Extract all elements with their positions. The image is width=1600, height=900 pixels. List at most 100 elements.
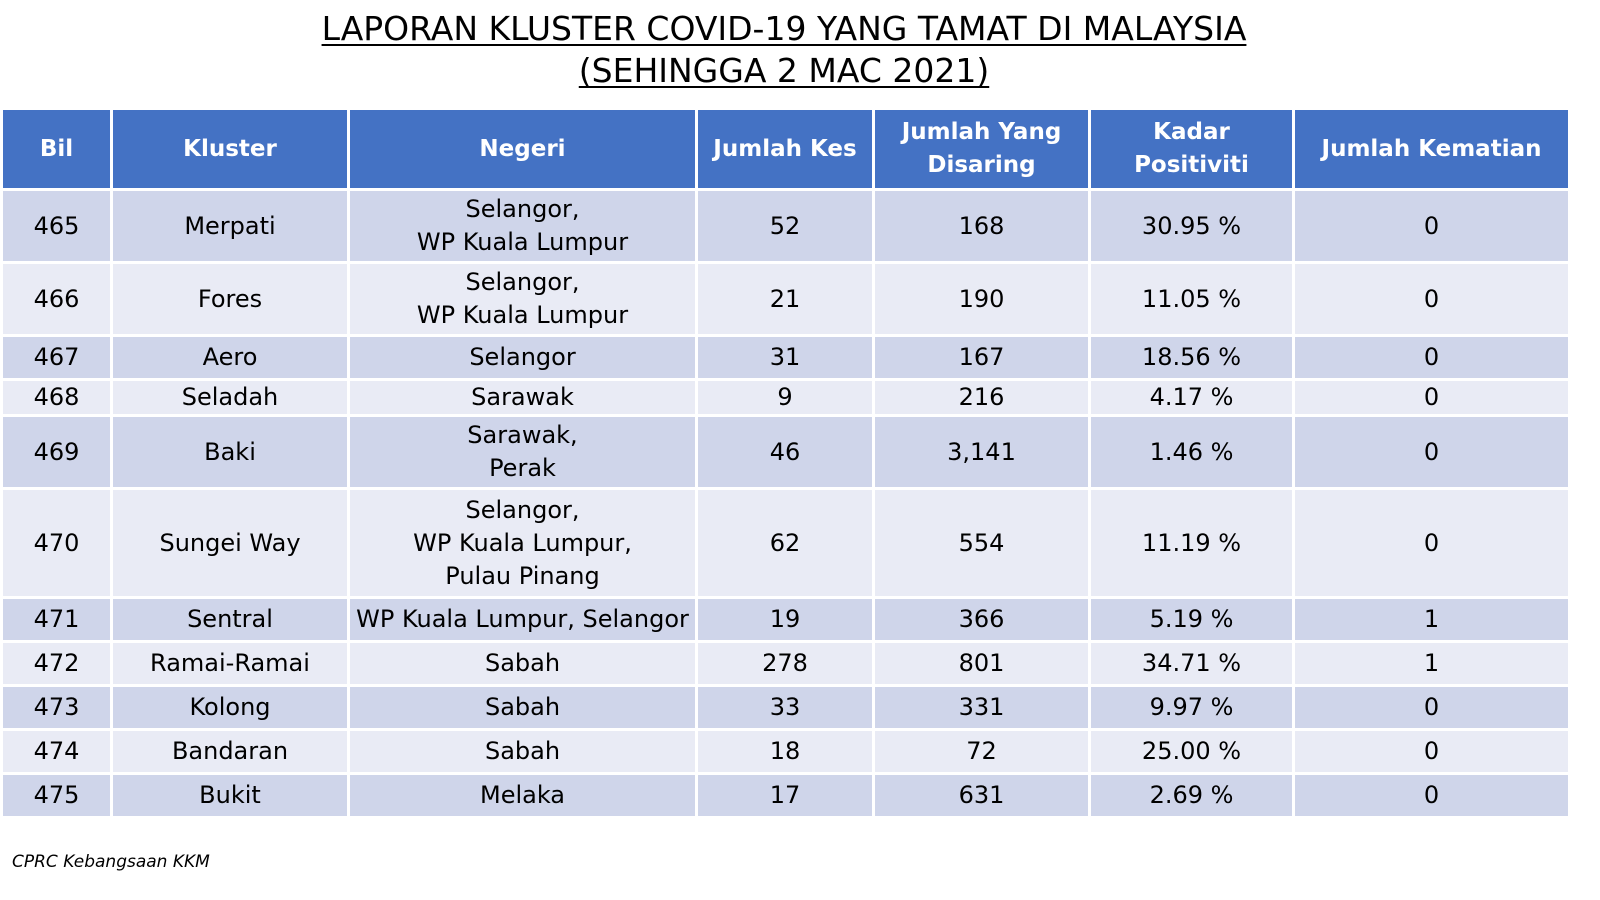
title-line-1: LAPORAN KLUSTER COVID-19 YANG TAMAT DI M… — [321, 9, 1247, 48]
page-title: LAPORAN KLUSTER COVID-19 YANG TAMAT DI M… — [0, 8, 1568, 92]
cell-jumlah-kematian: 0 — [1292, 684, 1571, 731]
cell-jumlah-disaring: 168 — [872, 188, 1091, 264]
negeri-line: Sarawak, — [467, 421, 578, 449]
cell-negeri: Sabah — [347, 728, 698, 775]
cell-jumlah-disaring: 554 — [872, 487, 1091, 599]
cell-negeri: Sabah — [347, 640, 698, 687]
cell-jumlah-kes: 21 — [695, 261, 875, 337]
cell-negeri: Sarawak, Perak — [347, 414, 698, 490]
cell-jumlah-disaring: 190 — [872, 261, 1091, 337]
negeri-line: Melaka — [479, 781, 566, 809]
cell-kadar-positiviti: 9.97 % — [1088, 684, 1295, 731]
cell-jumlah-kematian: 0 — [1292, 188, 1571, 264]
cell-kluster: Seladah — [110, 378, 350, 417]
header-jumlah-disaring-line1: Jumlah Yang — [901, 119, 1062, 145]
cell-bil: 472 — [0, 640, 113, 687]
cell-jumlah-disaring: 216 — [872, 378, 1091, 417]
negeri-line: Sabah — [484, 649, 561, 677]
cell-negeri: Sarawak — [347, 378, 698, 417]
cell-kluster: Baki — [110, 414, 350, 490]
negeri-line: WP Kuala Lumpur — [416, 301, 629, 329]
cell-negeri: Melaka — [347, 772, 698, 819]
cell-bil: 470 — [0, 487, 113, 599]
cell-negeri: WP Kuala Lumpur, Selangor — [347, 596, 698, 643]
cell-bil: 475 — [0, 772, 113, 819]
header-jumlah-disaring: Jumlah Yang Disaring — [872, 107, 1091, 191]
cell-jumlah-kes: 31 — [695, 334, 875, 381]
title-line-2: (SEHINGGA 2 MAC 2021) — [578, 51, 990, 90]
table-row: 468 Seladah Sarawak 9 216 4.17 % 0 — [0, 378, 1571, 417]
table-row: 466 Fores Selangor, WP Kuala Lumpur 21 190 11.… — [0, 261, 1571, 337]
cell-jumlah-kes: 17 — [695, 772, 875, 819]
negeri-line: Selangor — [469, 343, 576, 371]
cell-bil: 466 — [0, 261, 113, 337]
cell-jumlah-kes: 9 — [695, 378, 875, 417]
table-row: 469 Baki Sarawak, Perak 46 3,141 1.46 % 0 — [0, 414, 1571, 490]
cell-kluster: Sentral — [110, 596, 350, 643]
cell-bil: 467 — [0, 334, 113, 381]
cell-kadar-positiviti: 11.05 % — [1088, 261, 1295, 337]
cell-jumlah-disaring: 3,141 — [872, 414, 1091, 490]
cell-kluster: Aero — [110, 334, 350, 381]
cell-bil: 471 — [0, 596, 113, 643]
cell-jumlah-kes: 278 — [695, 640, 875, 687]
cell-bil: 468 — [0, 378, 113, 417]
cell-kadar-positiviti: 5.19 % — [1088, 596, 1295, 643]
cell-jumlah-kes: 62 — [695, 487, 875, 599]
negeri-line: Sabah — [484, 693, 561, 721]
header-jumlah-kematian: Jumlah Kematian — [1292, 107, 1571, 191]
cell-kadar-positiviti: 25.00 % — [1088, 728, 1295, 775]
header-kluster: Kluster — [110, 107, 350, 191]
cell-jumlah-disaring: 72 — [872, 728, 1091, 775]
header-jumlah-kes: Jumlah Kes — [695, 107, 875, 191]
negeri-line: Selangor, — [465, 195, 580, 223]
cell-jumlah-disaring: 631 — [872, 772, 1091, 819]
table-row: 467 Aero Selangor 31 167 18.56 % 0 — [0, 334, 1571, 381]
negeri-line: WP Kuala Lumpur, Selangor — [356, 605, 689, 633]
header-bil: Bil — [0, 107, 113, 191]
cell-kluster: Ramai-Ramai — [110, 640, 350, 687]
table-row: 471 Sentral WP Kuala Lumpur, Selangor 19 366… — [0, 596, 1571, 643]
cell-kluster: Bandaran — [110, 728, 350, 775]
cell-kadar-positiviti: 18.56 % — [1088, 334, 1295, 381]
cell-kluster: Kolong — [110, 684, 350, 731]
header-kadar-positiviti: Kadar Positiviti — [1088, 107, 1295, 191]
table-row: 473 Kolong Sabah 33 331 9.97 % 0 — [0, 684, 1571, 731]
negeri-line: Pulau Pinang — [445, 561, 600, 590]
cell-jumlah-kematian: 0 — [1292, 772, 1571, 819]
cell-kadar-positiviti: 11.19 % — [1088, 487, 1295, 599]
cell-kadar-positiviti: 2.69 % — [1088, 772, 1295, 819]
cell-jumlah-disaring: 331 — [872, 684, 1091, 731]
cell-jumlah-kematian: 0 — [1292, 378, 1571, 417]
cell-kluster: Sungei Way — [110, 487, 350, 599]
cell-jumlah-disaring: 366 — [872, 596, 1091, 643]
cell-jumlah-kematian: 0 — [1292, 261, 1571, 337]
cell-bil: 474 — [0, 728, 113, 775]
negeri-line: Perak — [489, 454, 556, 482]
header-negeri: Negeri — [347, 107, 698, 191]
cell-kluster: Bukit — [110, 772, 350, 819]
cell-jumlah-kes: 19 — [695, 596, 875, 643]
table-header-row: Bil Kluster Negeri Jumlah Kes Jumlah Yan… — [0, 107, 1571, 191]
table-row: 470 Sungei Way Selangor, WP Kuala Lumpur, Pu… — [0, 487, 1571, 599]
table-body: 465 Merpati Selangor, WP Kuala Lumpur 52 168 3… — [0, 188, 1571, 819]
cell-kluster: Fores — [110, 261, 350, 337]
cell-negeri: Selangor, WP Kuala Lumpur — [347, 261, 698, 337]
table-row: 474 Bandaran Sabah 18 72 25.00 % 0 — [0, 728, 1571, 775]
cell-jumlah-kematian: 0 — [1292, 487, 1571, 599]
cell-negeri: Selangor — [347, 334, 698, 381]
cell-bil: 473 — [0, 684, 113, 731]
cell-kadar-positiviti: 4.17 % — [1088, 378, 1295, 417]
cell-jumlah-kematian: 0 — [1292, 728, 1571, 775]
negeri-line: Sabah — [484, 737, 561, 765]
cell-jumlah-kes: 46 — [695, 414, 875, 490]
negeri-line: Selangor, — [465, 495, 580, 524]
cell-bil: 465 — [0, 188, 113, 264]
cell-kadar-positiviti: 1.46 % — [1088, 414, 1295, 490]
negeri-line: WP Kuala Lumpur, — [413, 528, 632, 557]
cell-jumlah-kes: 18 — [695, 728, 875, 775]
cell-kluster: Merpati — [110, 188, 350, 264]
cell-jumlah-kes: 33 — [695, 684, 875, 731]
cell-kadar-positiviti: 34.71 % — [1088, 640, 1295, 687]
table-row: 475 Bukit Melaka 17 631 2.69 % 0 — [0, 772, 1571, 819]
